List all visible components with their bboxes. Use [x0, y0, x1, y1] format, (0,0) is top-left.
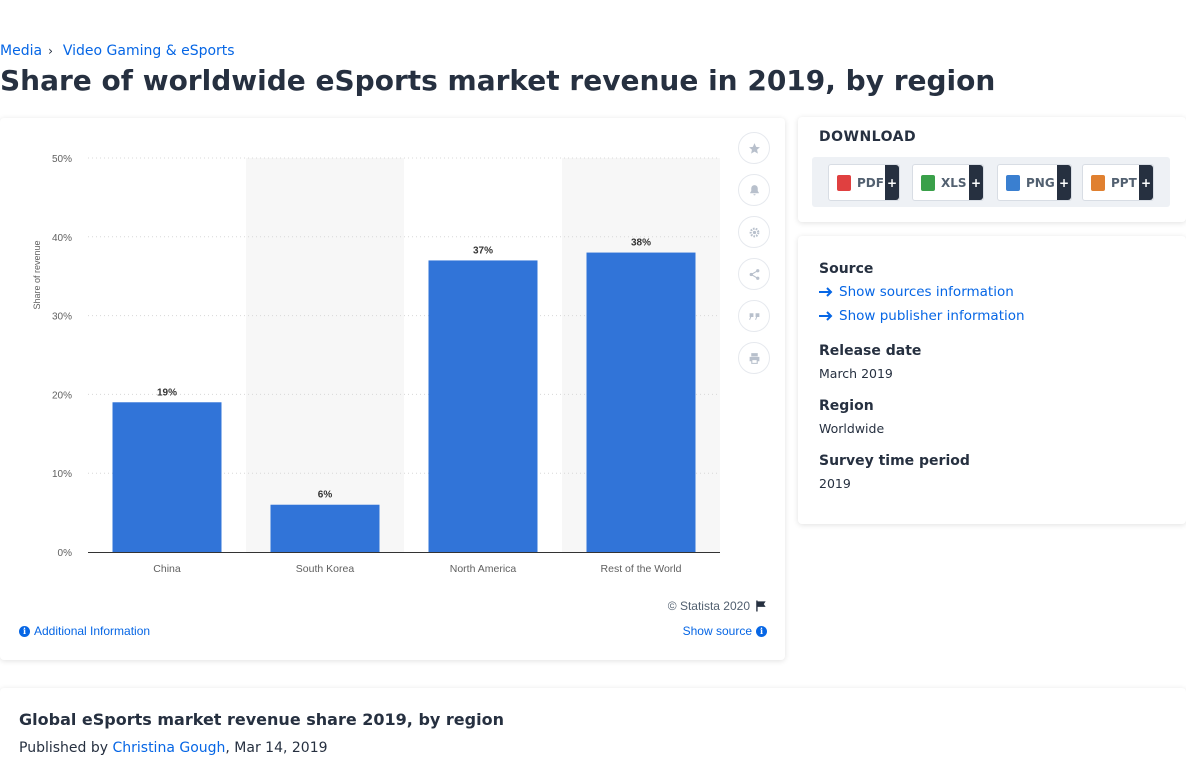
- release-date-label: Release date: [819, 343, 922, 359]
- breadcrumb-item-media[interactable]: Media: [0, 43, 43, 59]
- x-tick-label: China: [153, 563, 181, 575]
- ppt-file-icon: [1091, 174, 1105, 191]
- x-tick-label: North America: [450, 563, 517, 575]
- y-axis-title: Share of revenue: [32, 240, 42, 309]
- download-ppt-button[interactable]: PPT +: [1082, 164, 1154, 201]
- bar: [586, 252, 696, 552]
- show-source-link[interactable]: Show source i: [683, 624, 767, 638]
- info-icon: i: [19, 625, 30, 637]
- page-title: Share of worldwide eSports market revenu…: [0, 64, 996, 97]
- x-tick-label: Rest of the World: [601, 563, 682, 575]
- flag-icon[interactable]: [756, 600, 767, 612]
- download-png-plus[interactable]: +: [1057, 165, 1071, 200]
- published-date: , Mar 14, 2019: [225, 740, 328, 756]
- data-label: 19%: [157, 387, 177, 398]
- region-label: Region: [819, 398, 874, 414]
- bar: [428, 260, 538, 552]
- download-png-label: PNG: [1026, 175, 1055, 190]
- additional-information-label: Additional Information: [34, 624, 151, 638]
- survey-period-label: Survey time period: [819, 453, 970, 469]
- chart-toolbar: [738, 132, 770, 374]
- xls-file-icon: [921, 174, 935, 191]
- y-tick-label: 40%: [52, 233, 72, 244]
- breadcrumb-item-video-gaming[interactable]: Video Gaming & eSports: [62, 43, 235, 59]
- download-xls-label: XLS: [941, 175, 967, 190]
- copyright-text: © Statista 2020: [667, 599, 750, 613]
- download-ppt-label: PPT: [1111, 175, 1137, 190]
- region-value: Worldwide: [819, 421, 885, 436]
- breadcrumb-separator-icon: ›: [48, 44, 53, 58]
- quote-icon[interactable]: [738, 300, 770, 332]
- y-tick-label: 30%: [52, 312, 72, 323]
- source-label: Source: [819, 261, 874, 277]
- star-icon[interactable]: [738, 132, 770, 164]
- published-prefix: Published by: [19, 740, 109, 756]
- arrow-right-icon: [819, 311, 833, 321]
- download-xls-button[interactable]: XLS +: [912, 164, 984, 201]
- share-icon[interactable]: [738, 258, 770, 290]
- statistic-description-card: Global eSports market revenue share 2019…: [0, 688, 1186, 760]
- download-xls-plus[interactable]: +: [969, 165, 983, 200]
- bar: [270, 504, 380, 552]
- x-tick-label: South Korea: [296, 563, 355, 575]
- png-file-icon: [1006, 174, 1020, 191]
- show-source-label: Show source: [682, 624, 752, 638]
- published-by: Published by Christina Gough, Mar 14, 20…: [19, 740, 328, 756]
- bar: [112, 402, 222, 552]
- copyright: © Statista 2020: [668, 599, 767, 613]
- y-tick-label: 20%: [52, 390, 72, 401]
- download-pdf-label: PDF: [857, 175, 884, 190]
- gear-icon[interactable]: [738, 216, 770, 248]
- breadcrumb: Media › Video Gaming & eSports: [0, 43, 235, 59]
- additional-information-link[interactable]: i Additional Information: [19, 624, 150, 638]
- download-card: DOWNLOAD PDF + XLS + PNG + PPT +: [798, 117, 1186, 222]
- download-buttons: PDF + XLS + PNG + PPT +: [812, 157, 1170, 207]
- download-title: DOWNLOAD: [819, 129, 917, 145]
- y-tick-label: 10%: [52, 469, 72, 480]
- arrow-right-icon: [819, 287, 833, 297]
- y-tick-label: 0%: [58, 548, 73, 559]
- release-date-value: March 2019: [819, 366, 893, 381]
- y-tick-label: 50%: [52, 154, 72, 165]
- statistic-subtitle: Global eSports market revenue share 2019…: [19, 710, 504, 729]
- survey-period-value: 2019: [819, 476, 851, 491]
- show-sources-link[interactable]: Show sources information: [819, 284, 1014, 300]
- author-link[interactable]: Christina Gough: [112, 740, 226, 756]
- data-label: 6%: [318, 490, 333, 501]
- pdf-file-icon: [837, 174, 851, 191]
- statistic-info-card: Source Show sources information Show pub…: [798, 236, 1186, 524]
- download-pdf-button[interactable]: PDF +: [828, 164, 900, 201]
- bar-chart: 0% 10% 20% 30% 40% 50% 19% China 6% South Korea 37…: [32, 154, 720, 575]
- print-icon[interactable]: [738, 342, 770, 374]
- download-pdf-plus[interactable]: +: [885, 165, 899, 200]
- download-png-button[interactable]: PNG +: [997, 164, 1072, 201]
- bell-icon[interactable]: [738, 174, 770, 206]
- download-ppt-plus[interactable]: +: [1139, 165, 1153, 200]
- data-label: 37%: [473, 245, 493, 256]
- chart-card: 0% 10% 20% 30% 40% 50% 19% China 6% South Korea 37…: [0, 118, 785, 660]
- show-publisher-label: Show publisher information: [839, 308, 1025, 324]
- show-publisher-link[interactable]: Show publisher information: [819, 308, 1025, 324]
- band-shade: [246, 158, 404, 552]
- show-sources-label: Show sources information: [839, 284, 1014, 300]
- info-icon: i: [756, 625, 767, 637]
- data-label: 38%: [631, 238, 651, 249]
